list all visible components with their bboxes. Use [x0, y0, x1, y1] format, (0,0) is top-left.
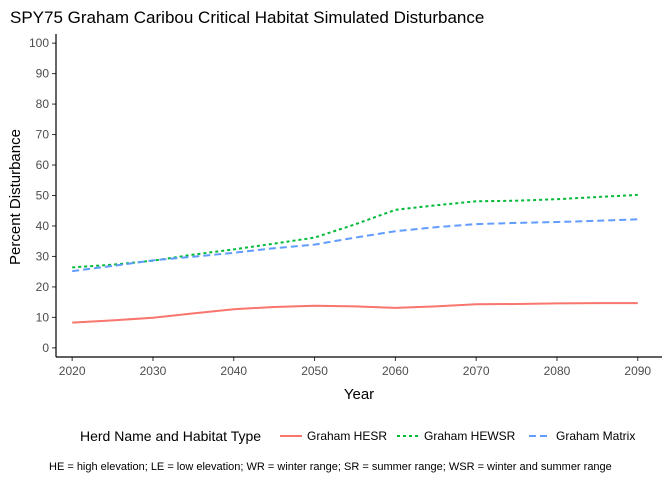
y-axis-title: Percent Disturbance	[7, 129, 24, 265]
y-axis-ticks: 0 10 20 30 40 50 60 70 80 90 100	[29, 36, 56, 355]
x-tick-label: 2070	[463, 364, 490, 378]
y-tick-label: 100	[29, 36, 49, 50]
chart-caption: HE = high elevation; LE = low elevation;…	[49, 461, 612, 473]
x-tick-label: 2080	[544, 364, 571, 378]
y-tick-label: 70	[36, 128, 50, 142]
chart-title: SPY75 Graham Caribou Critical Habitat Si…	[10, 8, 484, 27]
y-tick-label: 0	[42, 341, 49, 355]
y-tick-label: 10	[36, 310, 50, 324]
x-tick-label: 2030	[140, 364, 167, 378]
x-tick-label: 2060	[382, 364, 409, 378]
legend-title: Herd Name and Habitat Type	[80, 428, 261, 444]
series-line-graham-hewsr	[72, 193, 638, 269]
y-tick-label: 80	[36, 97, 50, 111]
y-tick-label: 60	[36, 158, 50, 172]
series-lines	[72, 193, 638, 324]
x-tick-label: 2090	[624, 364, 651, 378]
y-tick-label: 50	[36, 189, 50, 203]
series-line-graham-hesr	[72, 302, 638, 324]
y-tick-label: 40	[36, 219, 50, 233]
legend: Herd Name and Habitat Type Graham HESR G…	[80, 428, 635, 444]
legend-label-graham-matrix: Graham Matrix	[556, 429, 635, 443]
y-tick-label: 20	[36, 280, 50, 294]
legend-label-graham-hewsr: Graham HEWSR	[424, 429, 516, 443]
legend-label-graham-hesr: Graham HESR	[307, 429, 387, 443]
x-axis-title: Year	[344, 386, 374, 403]
x-axis-ticks: 2020 2030 2040 2050 2060 2070 2080 2090	[59, 357, 651, 378]
series-line-graham-matrix	[72, 218, 638, 273]
y-tick-label: 90	[36, 67, 50, 81]
x-tick-label: 2050	[301, 364, 328, 378]
x-tick-label: 2020	[59, 364, 86, 378]
x-tick-label: 2040	[220, 364, 247, 378]
y-tick-label: 30	[36, 249, 50, 263]
